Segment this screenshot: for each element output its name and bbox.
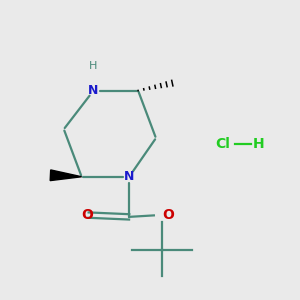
Text: O: O [162,208,174,222]
Text: N: N [88,84,99,97]
Polygon shape [50,170,82,181]
Text: N: N [124,170,134,183]
Text: O: O [81,208,93,222]
Text: H: H [253,137,264,151]
Text: H: H [89,61,98,71]
Text: Cl: Cl [215,137,230,151]
